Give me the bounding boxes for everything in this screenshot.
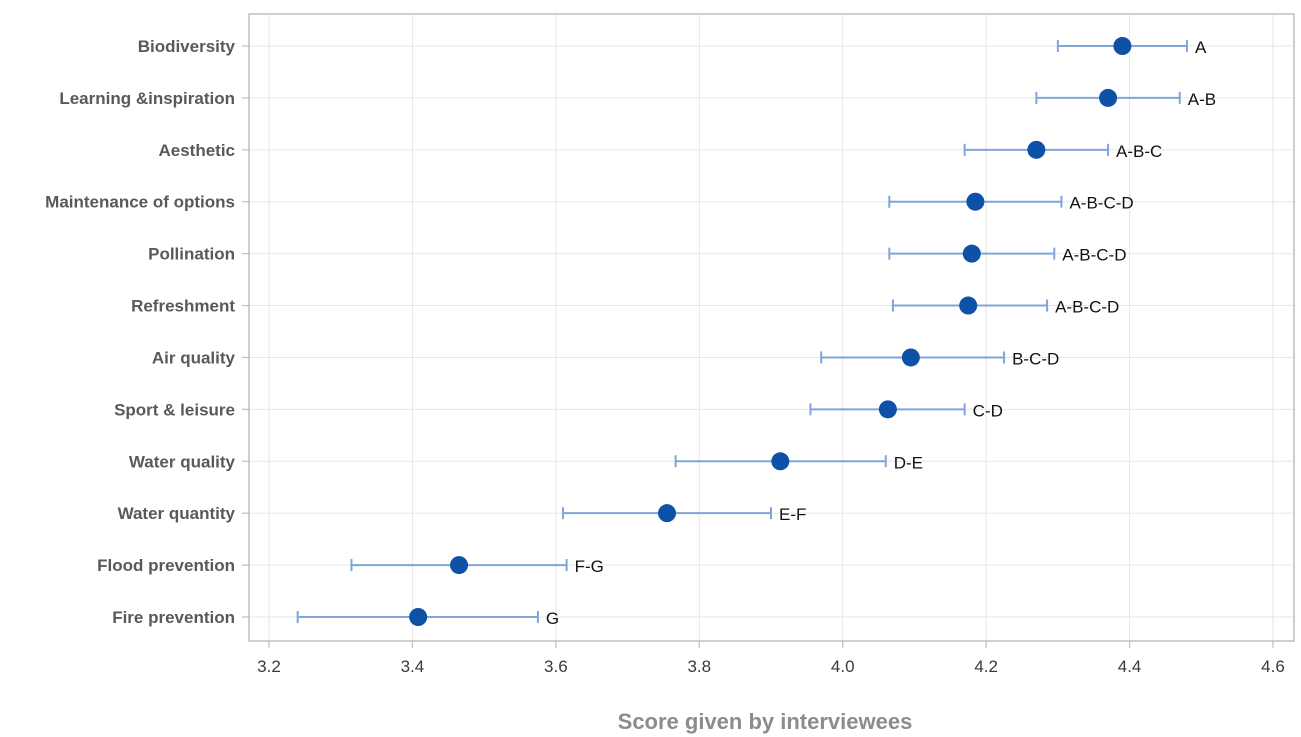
group-label: G	[546, 609, 559, 628]
x-tick-label: 3.4	[401, 657, 425, 676]
category-label: Fire prevention	[112, 608, 235, 627]
category-label: Pollination	[148, 245, 235, 264]
mean-point	[771, 452, 790, 471]
group-label: A-B-C-D	[1055, 298, 1119, 317]
data-points	[409, 37, 1132, 626]
group-label: A	[1195, 38, 1207, 57]
mean-point	[450, 556, 469, 575]
x-tick-label: 4.4	[1118, 657, 1142, 676]
category-label: Sport & leisure	[114, 400, 235, 419]
category-labels: Biodiversity Learning &inspiration Aesthet…	[45, 37, 235, 627]
group-label: B-C-D	[1012, 349, 1059, 368]
mean-point	[1113, 37, 1132, 55]
group-label: F-G	[575, 557, 604, 576]
category-label: Flood prevention	[97, 556, 235, 575]
mean-point	[966, 192, 985, 211]
plot-frame	[248, 13, 1295, 642]
group-label: E-F	[779, 505, 806, 524]
group-label: A-B-C-D	[1069, 194, 1133, 213]
mean-point	[1027, 140, 1046, 159]
error-bars	[296, 40, 1188, 623]
group-label: A-B	[1188, 90, 1216, 109]
grid-lines	[249, 14, 1294, 641]
x-tick-label: 4.6	[1261, 657, 1285, 676]
axis-ticks	[242, 45, 1274, 648]
category-label: Water quality	[129, 452, 236, 471]
mean-point	[658, 504, 677, 523]
x-tick-label: 4.0	[831, 657, 855, 676]
mean-point	[901, 348, 920, 367]
category-label: Water quantity	[118, 504, 236, 523]
mean-point	[962, 244, 981, 263]
category-label: Maintenance of options	[45, 193, 235, 212]
category-label: Learning &inspiration	[59, 89, 235, 108]
category-label: Air quality	[152, 348, 236, 367]
x-tick-label: 3.6	[544, 657, 568, 676]
mean-point	[959, 296, 978, 315]
x-tick-label: 3.8	[687, 657, 711, 676]
category-label: Biodiversity	[138, 37, 236, 56]
mean-point	[1099, 88, 1118, 107]
category-label: Refreshment	[131, 297, 235, 316]
group-label: D-E	[894, 453, 923, 472]
x-tick-label: 4.2	[974, 657, 998, 676]
x-tick-labels: 3.2 3.4 3.6 3.8 4.0 4.2 4.4 4.6	[257, 657, 1285, 676]
group-labels: A A-B A-B-C A-B-C-D A-B-C-D A-B-C-D B-C-D C-D D-…	[546, 38, 1216, 628]
x-axis-title: Score given by interviewees	[618, 709, 913, 734]
category-label: Aesthetic	[158, 141, 235, 160]
group-label: A-B-C	[1116, 142, 1162, 161]
mean-point	[409, 608, 428, 626]
x-tick-label: 3.2	[257, 657, 281, 676]
mean-point	[878, 400, 897, 419]
group-label: C-D	[973, 401, 1003, 420]
group-label: A-B-C-D	[1062, 246, 1126, 265]
